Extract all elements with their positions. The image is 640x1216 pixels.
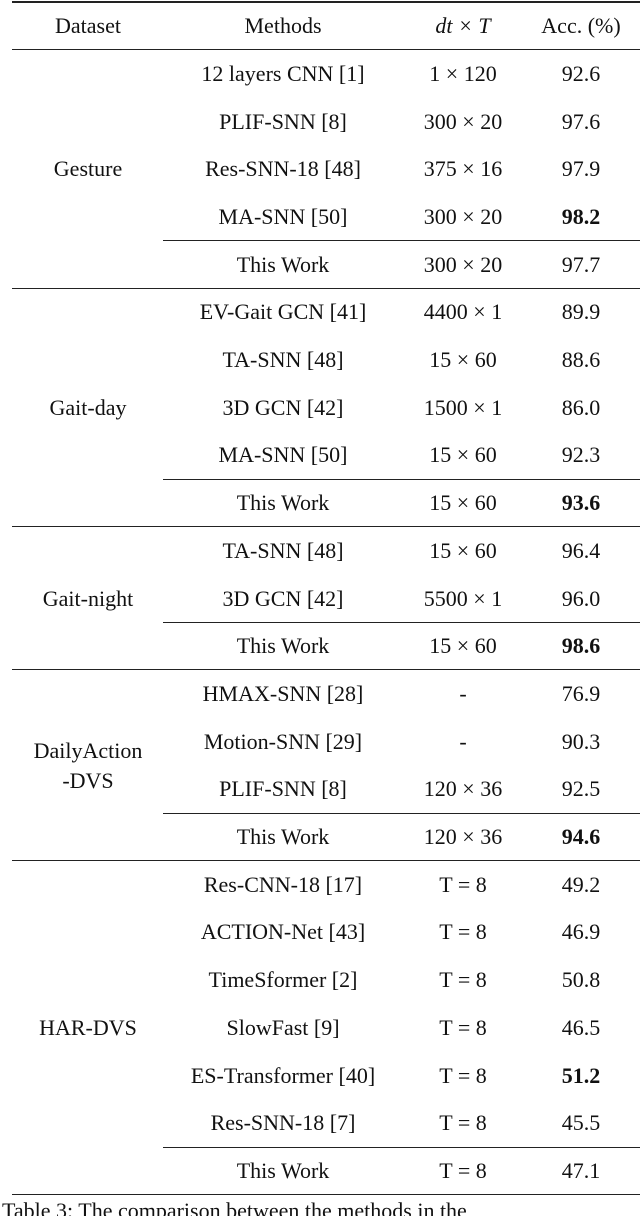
dataset-cell: Gait-day [49, 394, 127, 420]
setting-cell: 15 × 60 [429, 633, 497, 659]
setting-cell: 120 × 36 [423, 776, 503, 802]
method-cell: PLIF-SNN [8] [219, 108, 347, 134]
table-rule [12, 669, 640, 671]
table-rule [163, 478, 640, 480]
method-cell: TA-SNN [48] [222, 347, 344, 373]
accuracy-cell: 51.2 [561, 1062, 601, 1088]
setting-cell: T = 8 [439, 1014, 487, 1040]
method-cell: 3D GCN [42] [222, 394, 344, 420]
table-rule [12, 1, 640, 3]
method-cell: ACTION-Net [43] [200, 919, 366, 945]
method-cell: This Work [236, 490, 330, 516]
method-cell: Motion-SNN [29] [203, 728, 363, 754]
dataset-cell: -DVS [62, 767, 114, 793]
setting-cell: 4400 × 1 [423, 299, 503, 325]
accuracy-cell: 92.6 [561, 60, 601, 86]
setting-cell: 300 × 20 [423, 203, 503, 229]
method-cell: PLIF-SNN [8] [219, 776, 347, 802]
method-cell: SlowFast [9] [226, 1014, 340, 1040]
accuracy-cell: 88.6 [561, 347, 601, 373]
method-cell: TimeSformer [2] [208, 967, 358, 993]
setting-cell: 1 × 120 [429, 60, 497, 86]
accuracy-cell: 90.3 [561, 728, 601, 754]
method-cell: TA-SNN [48] [222, 537, 344, 563]
setting-cell: - [459, 728, 467, 754]
accuracy-cell: 93.6 [561, 490, 601, 516]
method-cell: 3D GCN [42] [222, 585, 344, 611]
accuracy-cell: 46.9 [561, 919, 601, 945]
dataset-cell: Gait-night [42, 585, 134, 611]
table-rule [163, 812, 640, 814]
header-cell: Acc. (%) [541, 13, 621, 38]
method-cell: Res-CNN-18 [17] [203, 871, 363, 897]
accuracy-cell: 92.3 [561, 442, 601, 468]
accuracy-cell: 89.9 [561, 299, 601, 325]
setting-cell: - [459, 680, 467, 706]
method-cell: This Work [236, 633, 330, 659]
table-rule [12, 1193, 640, 1196]
method-cell: 12 layers CNN [1] [201, 60, 365, 86]
setting-cell: 15 × 60 [429, 537, 497, 563]
method-cell: HMAX-SNN [28] [202, 680, 364, 706]
table-rule [163, 240, 640, 242]
method-cell: This Work [236, 1157, 330, 1183]
accuracy-cell: 98.2 [561, 203, 601, 229]
method-cell: This Work [236, 824, 330, 850]
table-rule [12, 859, 640, 862]
accuracy-cell: 86.0 [561, 394, 601, 420]
method-cell: ES-Transformer [40] [190, 1062, 376, 1088]
setting-cell: 300 × 20 [423, 251, 503, 277]
setting-cell: 1500 × 1 [423, 394, 503, 420]
table-caption: Table 3: The comparison between the meth… [2, 1198, 467, 1216]
accuracy-cell: 76.9 [561, 680, 601, 706]
accuracy-cell: 97.7 [561, 251, 601, 277]
method-cell: This Work [236, 251, 330, 277]
accuracy-cell: 96.0 [561, 585, 601, 611]
accuracy-cell: 97.6 [561, 108, 601, 134]
accuracy-cell: 96.4 [561, 537, 601, 563]
setting-cell: T = 8 [439, 1062, 487, 1088]
setting-cell: 300 × 20 [423, 108, 503, 134]
method-cell: Res-SNN-18 [48] [205, 156, 361, 182]
setting-cell: T = 8 [439, 871, 487, 897]
setting-cell: T = 8 [439, 1110, 487, 1136]
accuracy-cell: 97.9 [561, 156, 601, 182]
accuracy-cell: 50.8 [561, 967, 601, 993]
dataset-cell: Gesture [53, 156, 123, 182]
method-cell: EV-Gait GCN [41] [199, 299, 367, 325]
setting-cell: 5500 × 1 [423, 585, 503, 611]
accuracy-cell: 49.2 [561, 871, 601, 897]
method-cell: MA-SNN [50] [218, 442, 348, 468]
setting-cell: 375 × 16 [423, 156, 503, 182]
table-rule [12, 49, 640, 51]
dataset-cell: HAR-DVS [39, 1014, 137, 1040]
setting-cell: T = 8 [439, 1157, 487, 1183]
setting-cell: 15 × 60 [429, 490, 497, 516]
header-cell: Methods [244, 13, 322, 38]
table-rule [163, 621, 640, 623]
table-rule [12, 287, 640, 289]
dataset-cell: DailyAction [33, 737, 143, 763]
accuracy-cell: 98.6 [561, 633, 601, 659]
setting-cell: 15 × 60 [429, 347, 497, 373]
header-cell: Dataset [55, 13, 121, 38]
setting-cell: 120 × 36 [423, 824, 503, 850]
accuracy-cell: 45.5 [561, 1110, 601, 1136]
setting-cell: T = 8 [439, 967, 487, 993]
accuracy-cell: 94.6 [561, 824, 601, 850]
accuracy-cell: 46.5 [561, 1014, 601, 1040]
table-rule [12, 526, 640, 528]
header-cell: dt × T [435, 13, 491, 38]
accuracy-cell: 92.5 [561, 776, 601, 802]
method-cell: Res-SNN-18 [7] [210, 1110, 356, 1136]
setting-cell: 15 × 60 [429, 442, 497, 468]
setting-cell: T = 8 [439, 919, 487, 945]
table-rule [163, 1146, 640, 1148]
method-cell: MA-SNN [50] [218, 203, 348, 229]
accuracy-cell: 47.1 [561, 1157, 601, 1183]
